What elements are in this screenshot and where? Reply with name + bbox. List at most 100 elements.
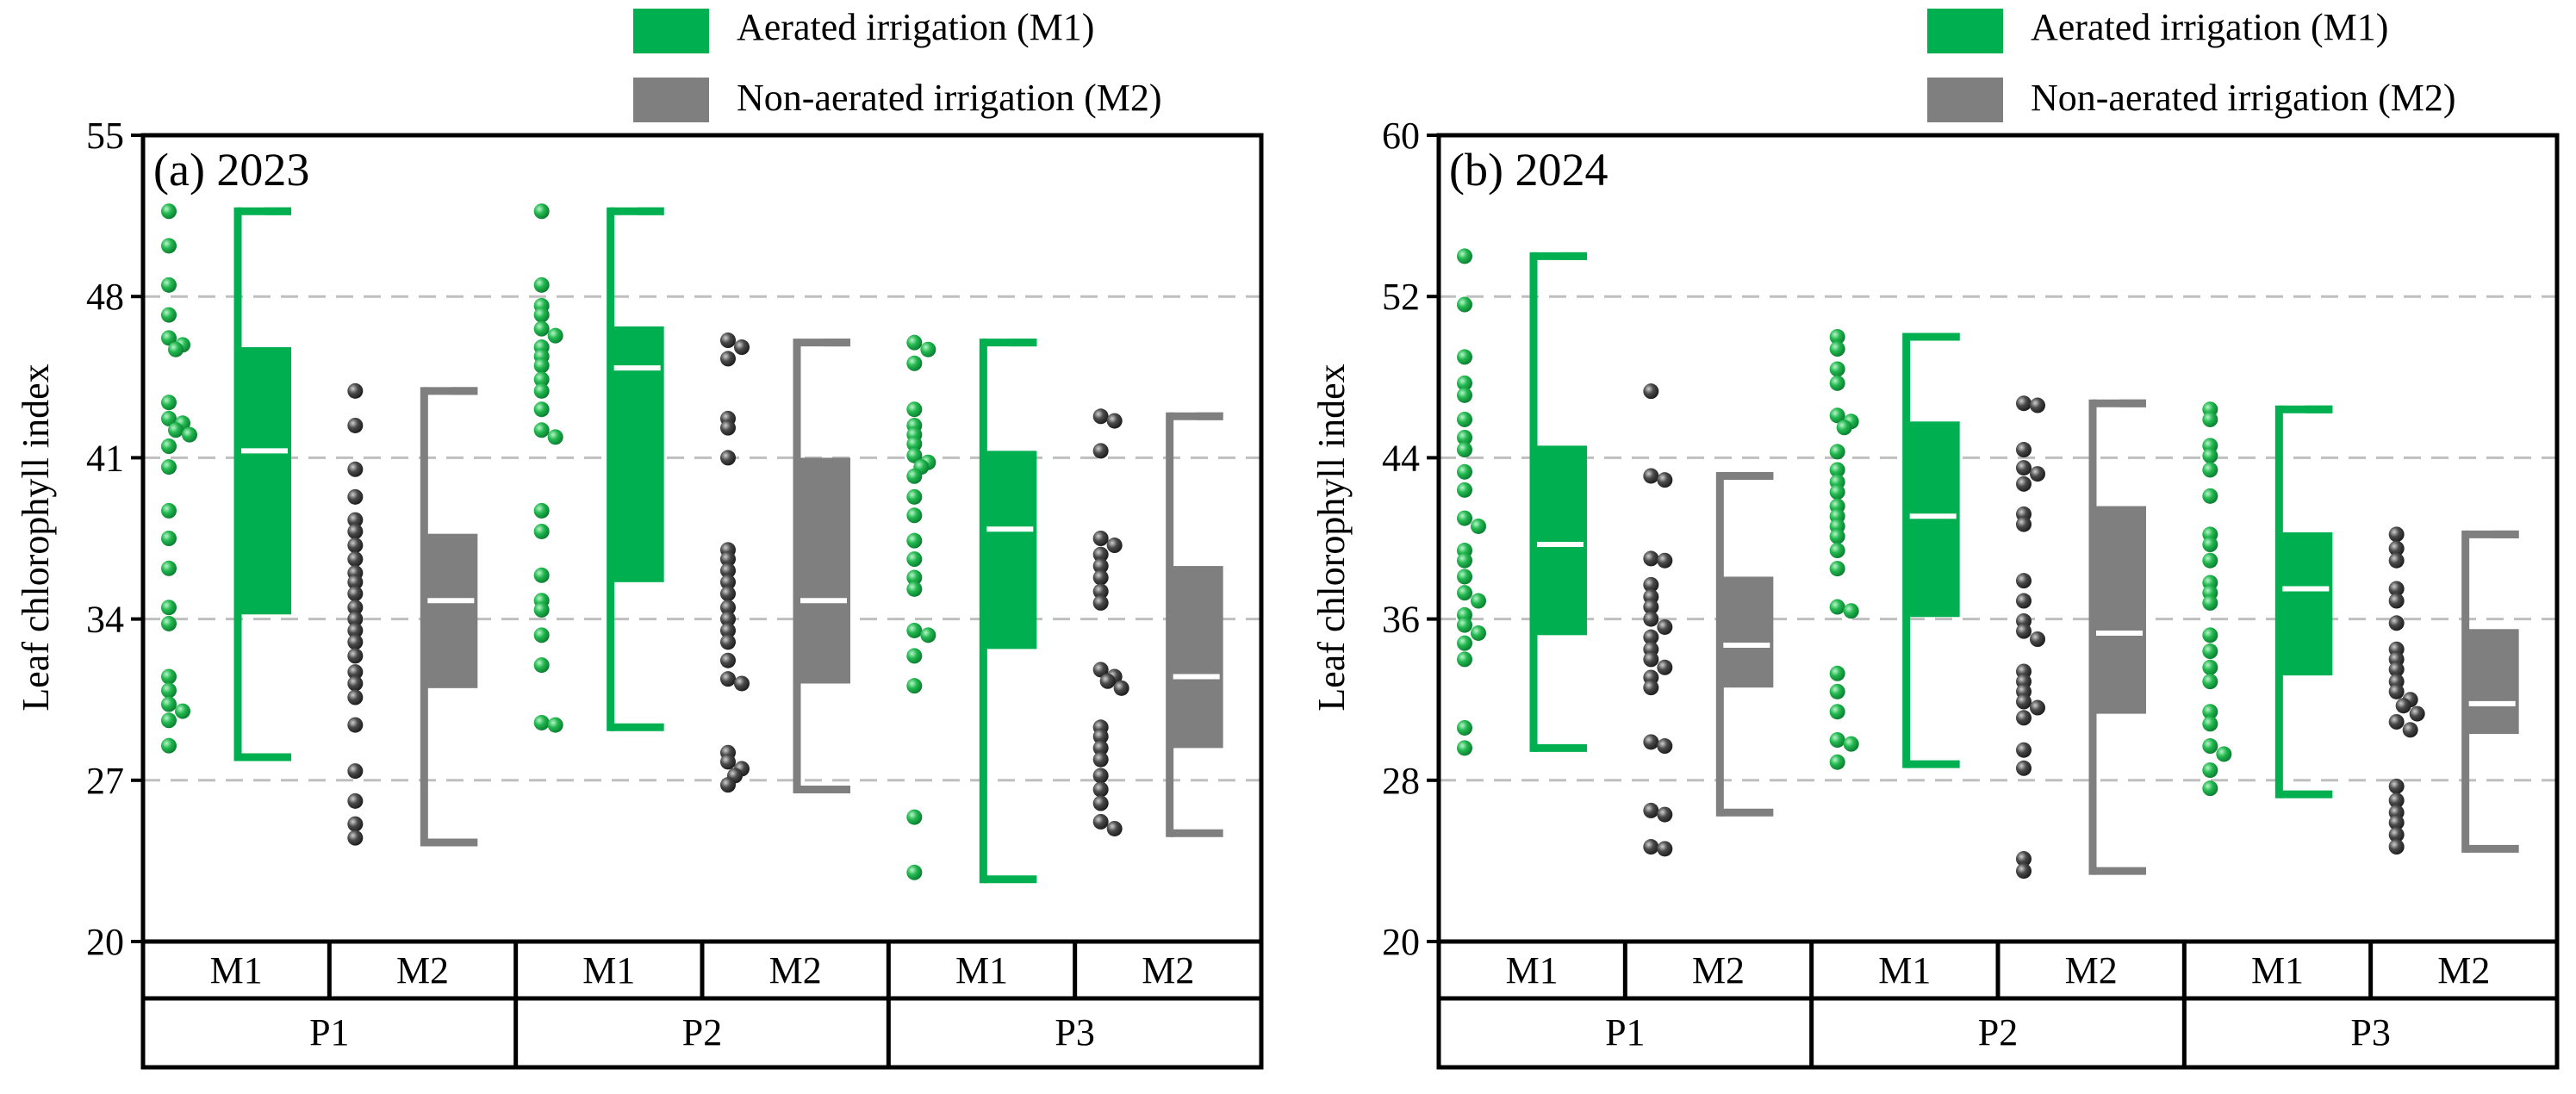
data-point [347, 634, 364, 650]
data-point [533, 714, 550, 730]
data-point [347, 461, 364, 477]
data-point [1092, 662, 1109, 678]
data-point [2016, 516, 2032, 532]
data-point [1643, 468, 1659, 484]
data-point [2016, 863, 2032, 880]
data-point [2388, 683, 2405, 699]
data-point [533, 523, 550, 539]
data-point [2202, 738, 2218, 755]
data-point [2388, 713, 2405, 730]
data-point [1092, 781, 1109, 798]
data-point [1643, 576, 1659, 593]
data-point [906, 581, 923, 597]
data-point [1457, 552, 1472, 569]
data-point [2388, 778, 2405, 794]
data-point [1657, 472, 1673, 488]
data-point [720, 574, 736, 590]
data-point [533, 627, 550, 643]
data-point [533, 307, 550, 323]
data-point [2388, 662, 2405, 678]
legend-swatch-m2 [1927, 78, 2003, 122]
data-point [1829, 444, 1845, 460]
data-point [1829, 341, 1845, 357]
data-point [533, 567, 550, 583]
data-point [1657, 618, 1673, 635]
box-iqr [797, 457, 850, 684]
data-point [2388, 793, 2405, 809]
data-point [2030, 631, 2045, 647]
y-tick-label: 52 [1382, 276, 1420, 318]
data-point [2016, 573, 2032, 589]
data-point [1457, 442, 1472, 458]
data-point [2202, 780, 2218, 797]
cat-label-p1-m2: M2 [1692, 949, 1745, 991]
data-point [1657, 552, 1673, 569]
data-point [1092, 740, 1109, 756]
box-iqr [2465, 629, 2519, 734]
data-point [906, 532, 923, 549]
data-point [533, 657, 550, 674]
data-point [1829, 754, 1845, 770]
data-point [1092, 751, 1109, 768]
data-point [906, 678, 923, 694]
panel-b: Aerated irrigation (M1) Non-aerated irri… [1310, 6, 2560, 1070]
legend-swatch-m1 [1927, 9, 2003, 53]
data-point [347, 600, 364, 616]
panel-label: (b) 2024 [1449, 144, 1608, 196]
data-point [1457, 585, 1472, 601]
data-point [1643, 734, 1659, 750]
data-point [1643, 629, 1659, 645]
data-point [547, 429, 563, 445]
data-point [347, 574, 364, 590]
data-point [2202, 448, 2218, 464]
data-point [1457, 463, 1472, 480]
data-point [1092, 408, 1109, 425]
data-point [161, 560, 177, 576]
data-point [1471, 518, 1486, 534]
data-point [1092, 594, 1109, 611]
data-point [1457, 296, 1472, 313]
data-point [347, 523, 364, 539]
data-point [1457, 375, 1472, 391]
data-point [1106, 538, 1123, 554]
data-point [1829, 484, 1845, 500]
data-point [1092, 768, 1109, 784]
data-point [161, 238, 177, 254]
data-point [161, 615, 177, 631]
plot-area [140, 133, 1264, 944]
data-point [1092, 728, 1109, 744]
data-point [1829, 704, 1845, 720]
data-point [2030, 466, 2045, 482]
data-point [168, 341, 184, 357]
data-point [1643, 383, 1659, 400]
data-point [920, 627, 936, 643]
data-point [347, 793, 364, 809]
data-point [533, 203, 550, 220]
data-point [906, 864, 923, 880]
plot-area [1436, 133, 2560, 944]
y-tick-label: 55 [86, 115, 124, 157]
box-iqr [1534, 445, 1587, 636]
y-tick-label: 60 [1382, 115, 1420, 157]
cat-label-p1-m1: M1 [210, 949, 263, 991]
data-point [2016, 395, 2032, 412]
data-point [347, 488, 364, 505]
data-point [533, 277, 550, 293]
data-point [168, 422, 184, 438]
y-tick-label: 36 [1382, 599, 1420, 641]
box-iqr [238, 347, 291, 615]
data-point [1092, 443, 1109, 459]
data-point [2202, 704, 2218, 720]
data-point [720, 777, 736, 793]
data-point [2016, 442, 2032, 458]
data-point [1643, 802, 1659, 818]
data-point [347, 816, 364, 832]
data-point [2388, 615, 2405, 631]
data-point [1829, 407, 1845, 424]
data-point [533, 382, 550, 399]
data-point [906, 334, 923, 351]
data-point [1829, 665, 1845, 681]
data-point [161, 668, 177, 685]
parent-label-p1: P1 [309, 1011, 349, 1054]
